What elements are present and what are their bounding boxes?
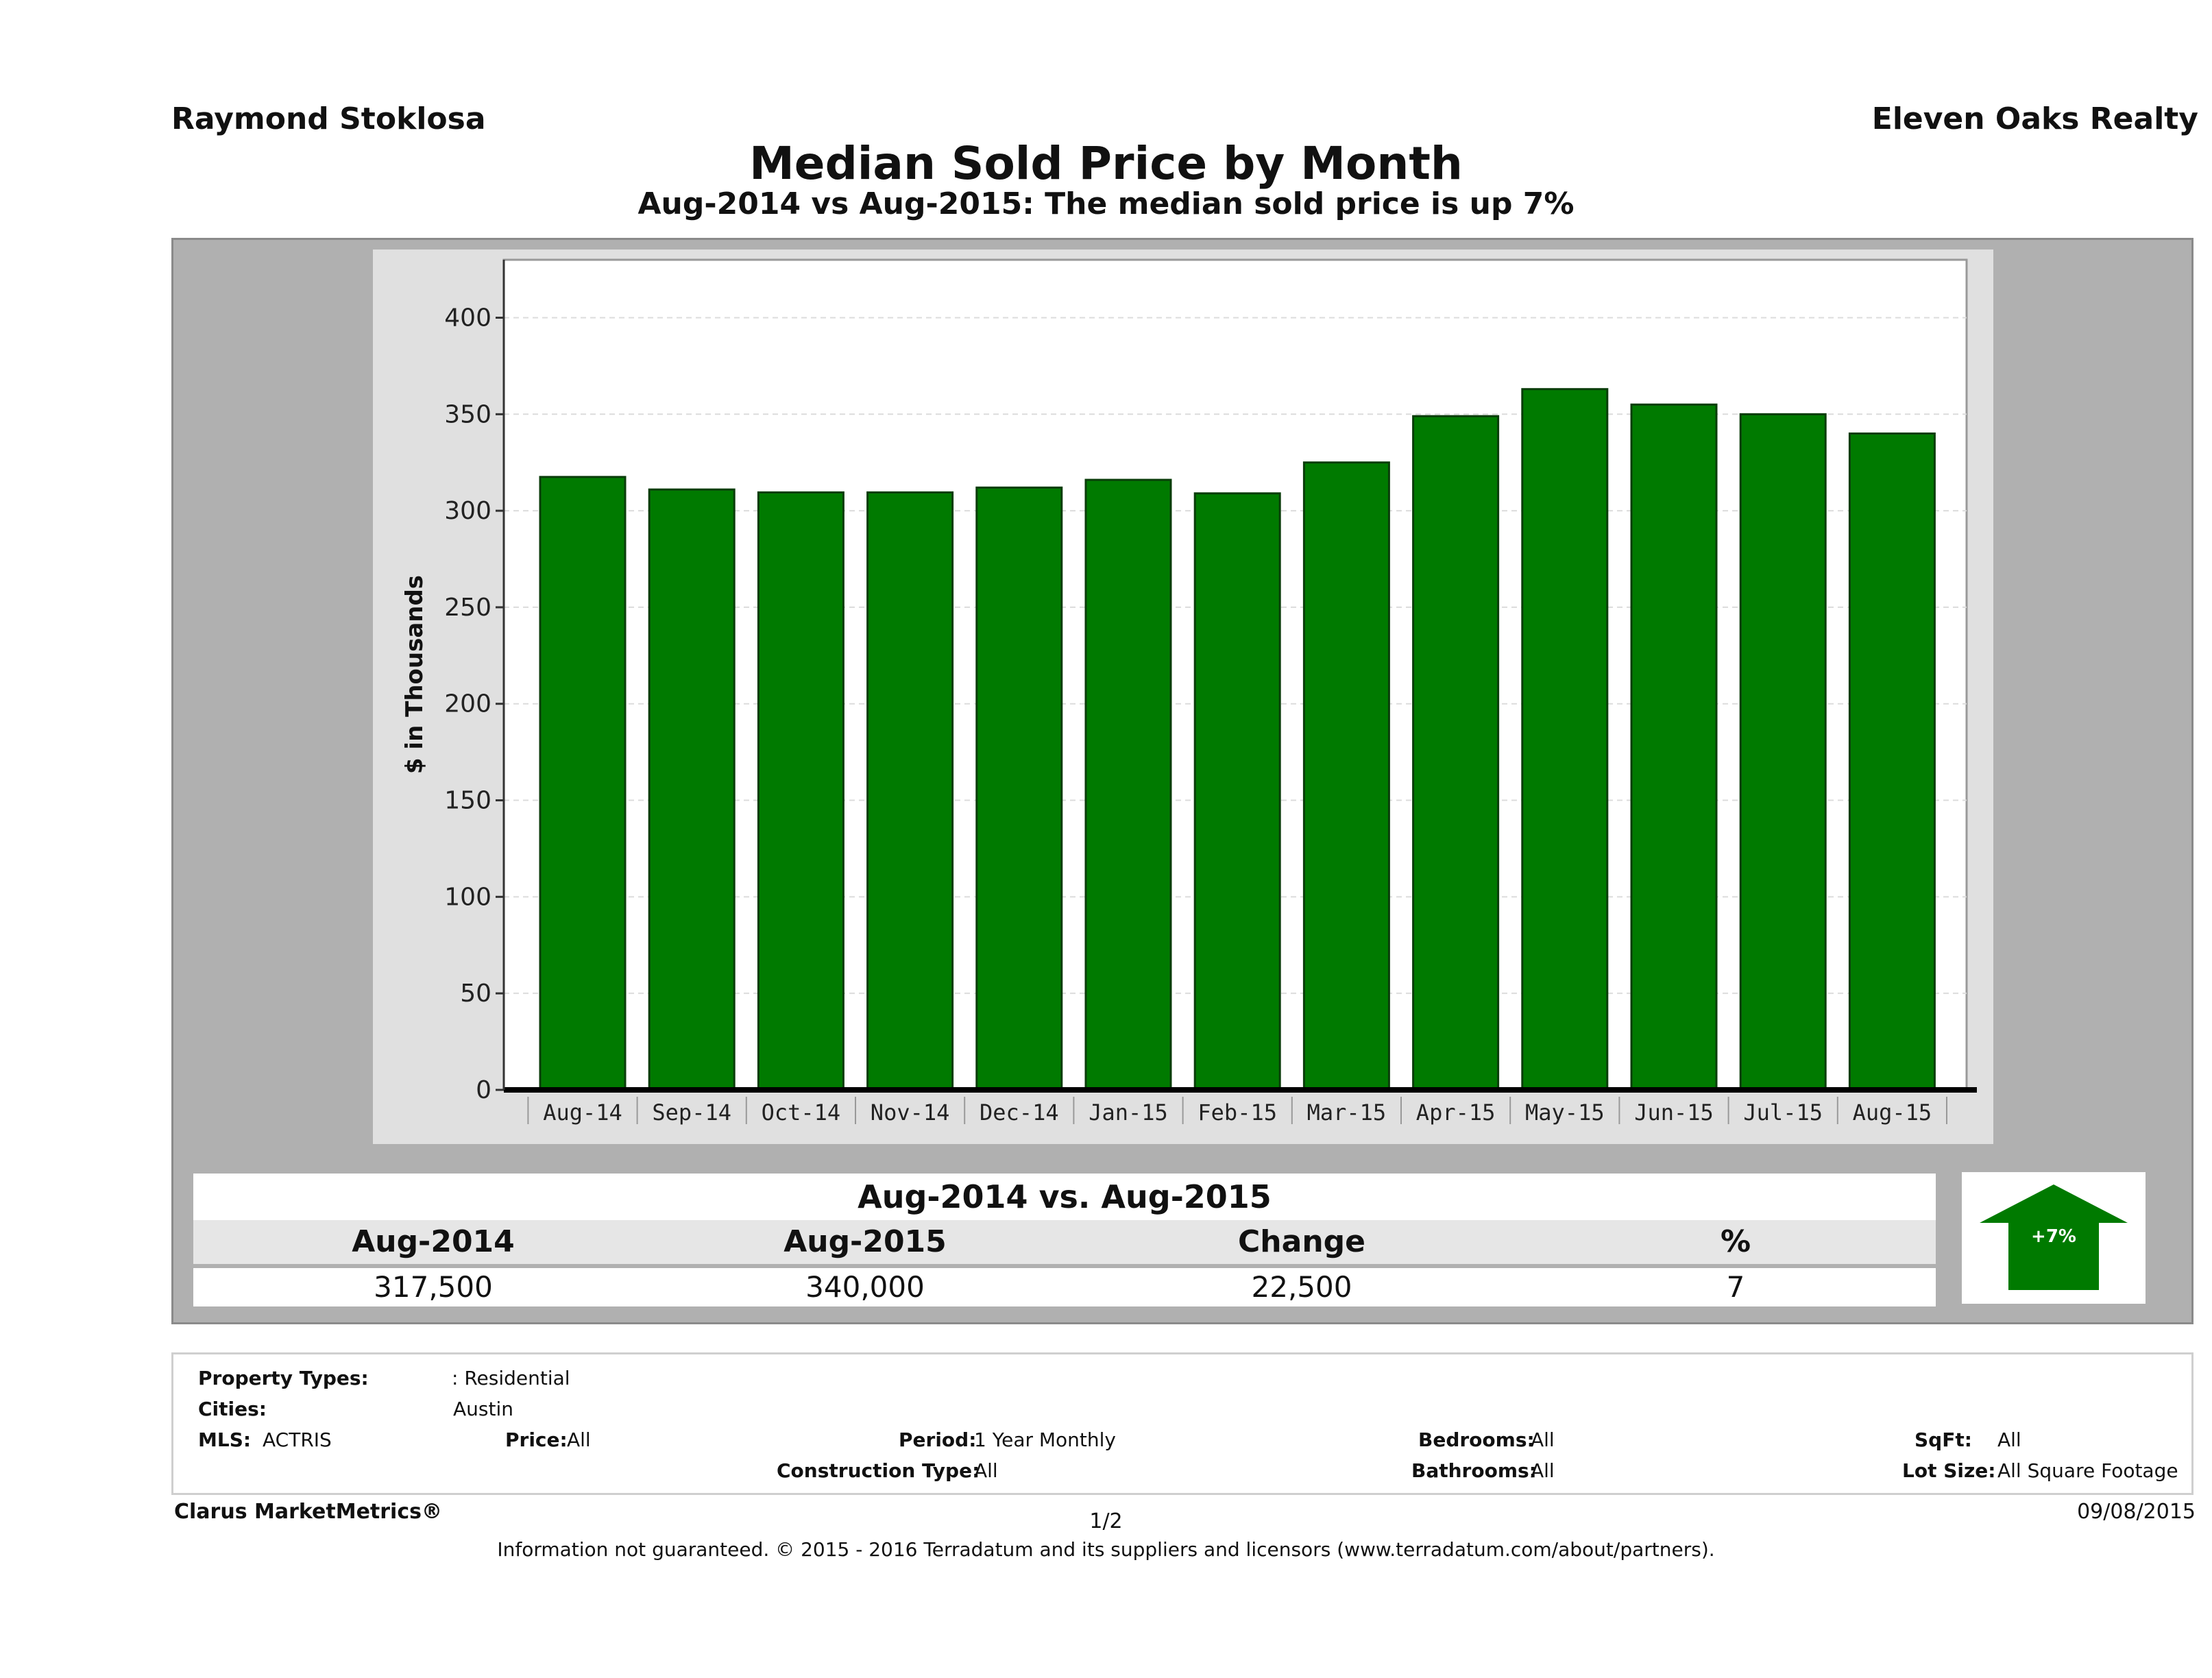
y-tick-label: 200 [444, 690, 491, 718]
y-tick-label: 50 [460, 980, 491, 1008]
chart-subtitle: Aug-2014 vs Aug-2015: The median sold pr… [637, 186, 1575, 221]
bar-jun-15 [1630, 403, 1718, 1091]
filter-cities-value: Austin [453, 1398, 513, 1420]
summary-col-change: Change [1238, 1224, 1365, 1259]
filter-construction-label: Construction Type: [777, 1459, 980, 1482]
filter-period-label: Period: [899, 1428, 977, 1451]
filter-mls-value: ACTRIS [263, 1428, 332, 1451]
badge-label: +7% [2031, 1226, 2076, 1247]
filter-property-types-label: Property Types: [198, 1367, 369, 1389]
y-tick-label: 100 [444, 883, 491, 911]
summary-val-aug-2015: 340,000 [805, 1270, 925, 1304]
x-tick-label: Jul-15 [1743, 1099, 1823, 1126]
x-tick-label: Aug-15 [1853, 1099, 1932, 1126]
y-tick-label: 250 [444, 594, 491, 622]
filter-cities-label: Cities: [198, 1398, 267, 1420]
bar-aug-14 [539, 476, 627, 1091]
page-number: 1/2 [1089, 1509, 1123, 1533]
filter-mls-label: MLS: [198, 1428, 252, 1451]
filter-sqft-label: SqFt: [1915, 1428, 1972, 1451]
x-tick-label: Jun-15 [1634, 1099, 1714, 1126]
y-axis-label: $ in Thousands [401, 575, 428, 774]
x-tick-label: Mar-15 [1307, 1099, 1387, 1126]
y-tick-label: 350 [444, 400, 491, 428]
x-tick-label: Oct-14 [762, 1099, 841, 1126]
bar-aug-15 [1848, 432, 1936, 1091]
x-tick-label: Dec-14 [980, 1099, 1059, 1126]
filter-bedrooms-value: All [1531, 1428, 1555, 1451]
x-tick-label: May-15 [1525, 1099, 1605, 1126]
summary-col-aug-2014: Aug-2014 [352, 1224, 515, 1259]
change-badge: +7% [1962, 1172, 2146, 1304]
bar-jul-15 [1739, 413, 1827, 1091]
x-tick-label: Sep-14 [652, 1099, 731, 1126]
bar-jan-15 [1084, 478, 1172, 1091]
bar-oct-14 [757, 491, 844, 1091]
y-axis-ticks: 0 50 100 150 200 250 300 350 400 [444, 304, 504, 1104]
company-name: Eleven Oaks Realty [1871, 101, 2198, 136]
summary-column-headers: Aug-2014 Aug-2015 Change % [193, 1220, 1936, 1264]
x-axis-ticks: Aug-14 Sep-14 Oct-14 Nov-14 Dec-14 Jan-15 Feb-… [527, 1097, 1947, 1126]
report-date: 09/08/2015 [2077, 1500, 2196, 1524]
filter-price-label: Price: [505, 1428, 568, 1451]
up-arrow-icon: +7% [1980, 1184, 2128, 1290]
bar-may-15 [1521, 388, 1609, 1091]
chart-title: Median Sold Price by Month [749, 137, 1463, 190]
bar-mar-15 [1302, 461, 1390, 1091]
y-tick-label: 0 [476, 1076, 491, 1104]
filter-bathrooms-value: All [1531, 1459, 1555, 1482]
brand-label: Clarus MarketMetrics® [174, 1500, 442, 1524]
y-tick-label: 150 [444, 787, 491, 815]
agent-name: Raymond Stoklosa [171, 101, 486, 136]
summary-val-percent: 7 [1726, 1270, 1745, 1304]
x-tick-label: Jan-15 [1089, 1099, 1168, 1126]
summary-col-percent: % [1720, 1224, 1751, 1259]
filter-bedrooms-label: Bedrooms: [1418, 1428, 1535, 1451]
bars [539, 388, 1936, 1091]
bar-nov-14 [866, 491, 954, 1091]
filter-sqft-value: All [1997, 1428, 2021, 1451]
summary-val-change: 22,500 [1251, 1270, 1352, 1304]
filter-period-value: 1 Year Monthly [974, 1428, 1117, 1451]
x-tick-label: Aug-14 [543, 1099, 622, 1126]
filter-lotsize-label: Lot Size: [1902, 1459, 1996, 1482]
bar-feb-15 [1193, 492, 1281, 1091]
filter-property-types-value: : Residential [452, 1367, 570, 1389]
y-tick-label: 400 [444, 304, 491, 332]
bar-sep-14 [648, 488, 736, 1091]
summary-header: Aug-2014 vs. Aug-2015 [193, 1174, 1936, 1220]
x-tick-label: Feb-15 [1198, 1099, 1277, 1126]
filter-bathrooms-label: Bathrooms: [1411, 1459, 1537, 1482]
bar-chart: 0 50 100 150 200 250 300 350 400 Aug-14 Sep-14 Oct… [401, 258, 1977, 1126]
filters-panel: Property Types: : Residential Cities: Au… [171, 1352, 2193, 1495]
filter-lotsize-value: All Square Footage [1997, 1459, 2178, 1482]
disclaimer: Information not guaranteed. © 2015 - 201… [497, 1538, 1715, 1561]
filter-construction-value: All [974, 1459, 998, 1482]
x-tick-label: Nov-14 [871, 1099, 950, 1126]
summary-val-aug-2014: 317,500 [374, 1270, 493, 1304]
y-tick-label: 300 [444, 497, 491, 525]
summary-col-aug-2015: Aug-2015 [783, 1224, 947, 1259]
bar-dec-14 [975, 486, 1063, 1091]
bar-apr-15 [1412, 415, 1500, 1091]
x-tick-label: Apr-15 [1416, 1099, 1496, 1126]
filter-price-value: All [567, 1428, 591, 1451]
summary-values: 317,500 340,000 22,500 7 [193, 1268, 1936, 1306]
